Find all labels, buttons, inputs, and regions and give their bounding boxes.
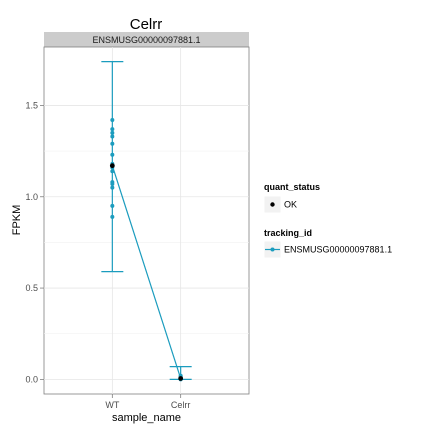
replicate-point (110, 214, 115, 219)
x-tick-label: WT (105, 400, 119, 410)
legend: quant_status OK tracking_id ENSMUSG00000097… (263, 182, 392, 259)
legend-title-quant-status: quant_status (264, 182, 320, 192)
y-axis-title: FPKM (11, 205, 23, 236)
replicate-point (110, 152, 115, 157)
plot-panel (43, 46, 250, 395)
facet-strip (44, 32, 249, 47)
x-axis: WT Celrr (105, 394, 190, 410)
replicate-point (110, 127, 115, 132)
y-tick-label: 1.5 (25, 100, 38, 110)
series-layer (101, 61, 192, 382)
replicate-point (110, 185, 115, 190)
y-tick-label: 1.0 (25, 192, 38, 202)
quant-status-point (178, 376, 184, 381)
x-tick-label: Celrr (171, 400, 191, 410)
replicate-point (110, 134, 115, 139)
replicate-point (110, 118, 115, 123)
facet-label: ENSMUSG00000097881.1 (92, 35, 200, 45)
legend-key-point (270, 247, 275, 252)
y-tick-label: 0.0 (25, 374, 38, 384)
quant-status-point (109, 163, 115, 169)
legend-label-ok: OK (284, 200, 297, 210)
legend-label-tracking-id: ENSMUSG00000097881.1 (284, 245, 392, 255)
x-axis-title: sample_name (112, 412, 181, 424)
replicate-point (110, 181, 115, 186)
replicate-point (110, 203, 115, 208)
series-line (111, 165, 182, 379)
chart-title: Celrr (130, 16, 163, 33)
replicate-point (110, 169, 115, 174)
y-tick-label: 0.5 (25, 283, 38, 293)
legend-key-point (270, 202, 275, 207)
replicate-point (110, 141, 115, 146)
replicate-point (110, 130, 115, 135)
y-axis: 0.0 0.5 1.0 1.5 (25, 100, 44, 384)
legend-title-tracking-id: tracking_id (264, 228, 312, 238)
